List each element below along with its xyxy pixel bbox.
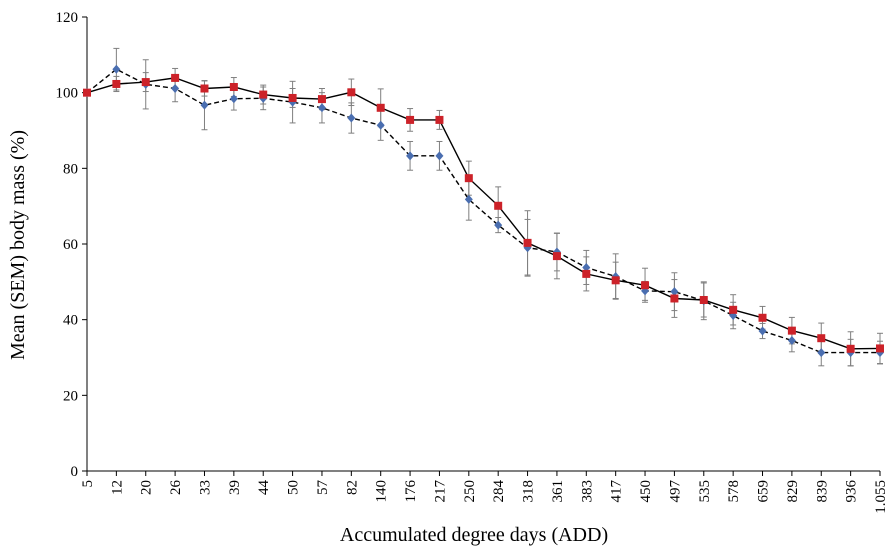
diamond-point <box>787 335 796 345</box>
y-tick-label: 20 <box>63 388 78 404</box>
square-point <box>259 90 268 99</box>
x-tick-label: 50 <box>286 480 302 495</box>
tick-labels: 0 20 40 60 80 100 120 5 12 20 26 33 39 44 50 57 82 140 176… <box>56 10 885 514</box>
x-tick-label: 839 <box>814 480 830 503</box>
x-tick-label: 417 <box>609 480 625 503</box>
x-tick-label: 284 <box>491 480 507 503</box>
square-point <box>171 73 180 82</box>
x-tick-label: 217 <box>432 480 448 503</box>
diamond-point <box>200 100 209 110</box>
y-tick-label: 120 <box>56 10 79 26</box>
square-point <box>494 201 503 210</box>
square-point <box>846 344 855 353</box>
x-tick-label: 33 <box>197 480 213 495</box>
square-point <box>552 252 561 261</box>
diamond-point <box>112 64 121 74</box>
x-tick-label: 578 <box>726 480 742 503</box>
diamond-point <box>817 348 826 358</box>
square-point <box>787 326 796 335</box>
x-tick-label: 318 <box>521 480 537 503</box>
square-point <box>406 115 415 124</box>
y-axis-label: Mean (SEM) body mass (%) <box>7 130 29 360</box>
x-tick-label: 535 <box>697 480 713 503</box>
square-point <box>758 313 767 322</box>
x-tick-label: 383 <box>579 480 595 503</box>
x-tick-label: 1.055 <box>873 480 885 514</box>
square-point <box>435 115 444 124</box>
y-tick-label: 40 <box>63 313 78 329</box>
x-tick-label: 936 <box>844 480 860 503</box>
x-tick-label: 140 <box>374 480 390 503</box>
diamond-point <box>435 151 444 161</box>
y-tick-label: 0 <box>71 464 79 480</box>
diamond-point <box>464 194 473 204</box>
square-point <box>582 269 591 278</box>
diamond-point <box>494 220 503 230</box>
square-point <box>376 103 385 112</box>
square-point <box>141 78 150 87</box>
square-point <box>347 88 356 97</box>
square-point <box>200 84 209 93</box>
diamond-point <box>229 94 238 104</box>
square-point <box>817 334 826 343</box>
series-lines <box>86 68 881 354</box>
x-tick-label: 829 <box>785 480 801 503</box>
square-point <box>611 276 620 285</box>
x-tick-label: 450 <box>638 480 654 503</box>
x-tick-label: 497 <box>667 480 683 503</box>
diamond-point <box>758 326 767 336</box>
dashed-series-line <box>86 68 880 354</box>
x-tick-label: 26 <box>168 480 184 496</box>
square-point <box>288 93 297 102</box>
square-point <box>229 82 238 91</box>
diamond-point <box>670 287 679 297</box>
square-point <box>83 88 91 97</box>
x-tick-label: 659 <box>756 480 772 503</box>
x-axis-label: Accumulated degree days (ADD) <box>340 524 608 546</box>
x-tick-label: 44 <box>256 480 272 496</box>
square-point <box>464 174 473 183</box>
square-point <box>641 281 650 290</box>
diamond-point <box>317 103 326 113</box>
diamond-point <box>582 262 591 272</box>
square-point <box>699 295 708 304</box>
y-tick-label: 100 <box>56 86 79 102</box>
x-tick-label: 82 <box>344 480 360 495</box>
diamond-point <box>171 84 180 94</box>
x-tick-label: 176 <box>403 480 419 503</box>
y-tick-label: 80 <box>63 161 78 177</box>
x-tick-label: 39 <box>227 480 243 495</box>
x-tick-label: 57 <box>315 480 331 496</box>
solid-series-line <box>86 77 881 350</box>
x-tick-label: 5 <box>80 480 96 488</box>
square-point <box>112 79 121 88</box>
diamond-point <box>406 151 415 161</box>
x-tick-label: 12 <box>109 480 125 495</box>
square-point <box>523 238 532 247</box>
x-tick-label: 20 <box>139 480 155 495</box>
square-point <box>729 305 738 314</box>
x-tick-label: 250 <box>462 480 478 503</box>
square-point <box>876 344 884 353</box>
y-tick-label: 60 <box>63 237 78 253</box>
x-tick-label: 361 <box>550 480 566 503</box>
series-markers <box>83 64 884 358</box>
diamond-point <box>347 113 356 123</box>
square-point <box>670 294 679 303</box>
square-point <box>317 95 326 104</box>
diamond-point <box>376 120 385 130</box>
